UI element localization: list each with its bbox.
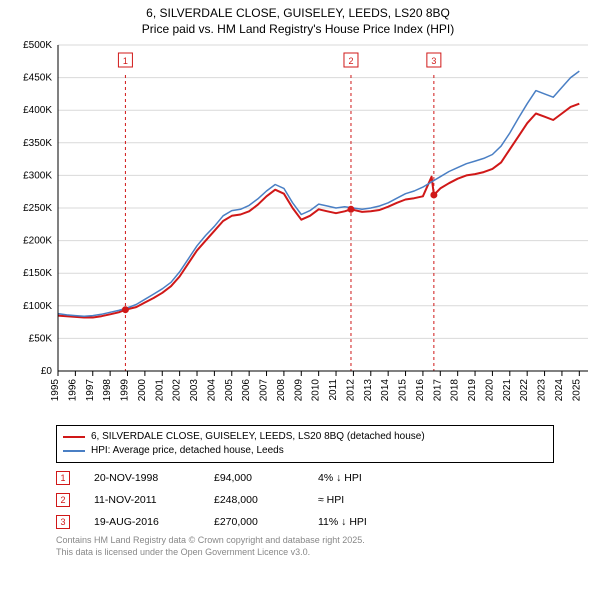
svg-text:1997: 1997 [85, 379, 96, 402]
sale-marker-2: 2 [56, 493, 70, 507]
chart-plot: £0 £50K £100K £150K £200K £250K £300K £350K £400… [8, 41, 586, 419]
sale-hpi: ≈ HPI [318, 494, 428, 506]
svg-text:2023: 2023 [537, 379, 548, 402]
svg-text:2: 2 [348, 56, 353, 66]
chart-container: 6, SILVERDALE CLOSE, GUISELEY, LEEDS, LS… [0, 0, 600, 590]
sale-date: 11-NOV-2011 [94, 494, 190, 506]
svg-text:2003: 2003 [189, 379, 200, 402]
title-line-2: Price paid vs. HM Land Registry's House … [6, 22, 590, 38]
svg-text:2019: 2019 [467, 379, 478, 402]
svg-text:2007: 2007 [259, 379, 270, 402]
svg-text:2016: 2016 [415, 379, 426, 402]
footnote: Contains HM Land Registry data © Crown c… [56, 535, 580, 558]
svg-text:£300K: £300K [23, 171, 52, 182]
footnote-line-1: Contains HM Land Registry data © Crown c… [56, 535, 580, 547]
footnote-line-2: This data is licensed under the Open Gov… [56, 547, 580, 559]
sale-row: 3 19-AUG-2016 £270,000 11% ↓ HPI [56, 511, 580, 533]
svg-text:2001: 2001 [154, 379, 165, 402]
svg-text:£50K: £50K [29, 334, 53, 345]
sale-date: 20-NOV-1998 [94, 472, 190, 484]
svg-text:£400K: £400K [23, 105, 52, 116]
svg-text:£200K: £200K [23, 236, 52, 247]
sale-price: £270,000 [214, 516, 294, 528]
sale-marker-3: 3 [56, 515, 70, 529]
sale-price: £94,000 [214, 472, 294, 484]
svg-text:£250K: £250K [23, 203, 52, 214]
legend-row: 6, SILVERDALE CLOSE, GUISELEY, LEEDS, LS… [63, 430, 547, 444]
chart-title: 6, SILVERDALE CLOSE, GUISELEY, LEEDS, LS… [6, 6, 590, 37]
svg-text:1999: 1999 [120, 379, 131, 402]
sale-hpi: 4% ↓ HPI [318, 472, 428, 484]
sale-hpi: 11% ↓ HPI [318, 516, 428, 528]
svg-text:2011: 2011 [328, 379, 339, 401]
svg-text:2002: 2002 [172, 379, 183, 402]
legend-row: HPI: Average price, detached house, Leed… [63, 444, 547, 458]
svg-text:2020: 2020 [484, 379, 495, 402]
svg-text:2012: 2012 [345, 379, 356, 402]
svg-text:£350K: £350K [23, 138, 52, 149]
legend-swatch [63, 450, 85, 452]
sale-row: 2 11-NOV-2011 £248,000 ≈ HPI [56, 489, 580, 511]
sale-row: 1 20-NOV-1998 £94,000 4% ↓ HPI [56, 467, 580, 489]
sales-table: 1 20-NOV-1998 £94,000 4% ↓ HPI 2 11-NOV-2011 £… [56, 467, 580, 533]
svg-text:2022: 2022 [519, 379, 530, 402]
svg-text:2013: 2013 [363, 379, 374, 402]
svg-text:2015: 2015 [398, 379, 409, 402]
sale-date: 19-AUG-2016 [94, 516, 190, 528]
svg-text:2021: 2021 [502, 379, 513, 402]
legend-label: HPI: Average price, detached house, Leed… [91, 444, 284, 458]
svg-text:2004: 2004 [206, 379, 217, 402]
svg-text:2006: 2006 [241, 379, 252, 402]
svg-text:2000: 2000 [137, 379, 148, 402]
svg-text:1: 1 [123, 56, 128, 66]
svg-text:1996: 1996 [67, 379, 78, 402]
svg-text:£100K: £100K [23, 301, 52, 312]
legend: 6, SILVERDALE CLOSE, GUISELEY, LEEDS, LS… [56, 425, 554, 463]
svg-text:£0: £0 [41, 366, 53, 377]
svg-text:£150K: £150K [23, 268, 52, 279]
sale-price: £248,000 [214, 494, 294, 506]
svg-text:2008: 2008 [276, 379, 287, 402]
svg-text:3: 3 [431, 56, 436, 66]
legend-swatch [63, 436, 85, 438]
svg-text:£500K: £500K [23, 41, 52, 51]
svg-text:2017: 2017 [432, 379, 443, 402]
svg-text:2009: 2009 [293, 379, 304, 402]
svg-text:2014: 2014 [380, 379, 391, 402]
svg-text:1995: 1995 [50, 379, 61, 402]
svg-text:2018: 2018 [450, 379, 461, 402]
svg-text:2024: 2024 [554, 379, 565, 402]
title-line-1: 6, SILVERDALE CLOSE, GUISELEY, LEEDS, LS… [6, 6, 590, 22]
svg-text:£450K: £450K [23, 73, 52, 84]
svg-text:2010: 2010 [311, 379, 322, 402]
svg-text:2005: 2005 [224, 379, 235, 402]
svg-text:2025: 2025 [571, 379, 582, 402]
chart-svg: £0 £50K £100K £150K £200K £250K £300K £350K £400… [8, 41, 592, 419]
sale-marker-1: 1 [56, 471, 70, 485]
legend-label: 6, SILVERDALE CLOSE, GUISELEY, LEEDS, LS… [91, 430, 425, 444]
svg-text:1998: 1998 [102, 379, 113, 402]
